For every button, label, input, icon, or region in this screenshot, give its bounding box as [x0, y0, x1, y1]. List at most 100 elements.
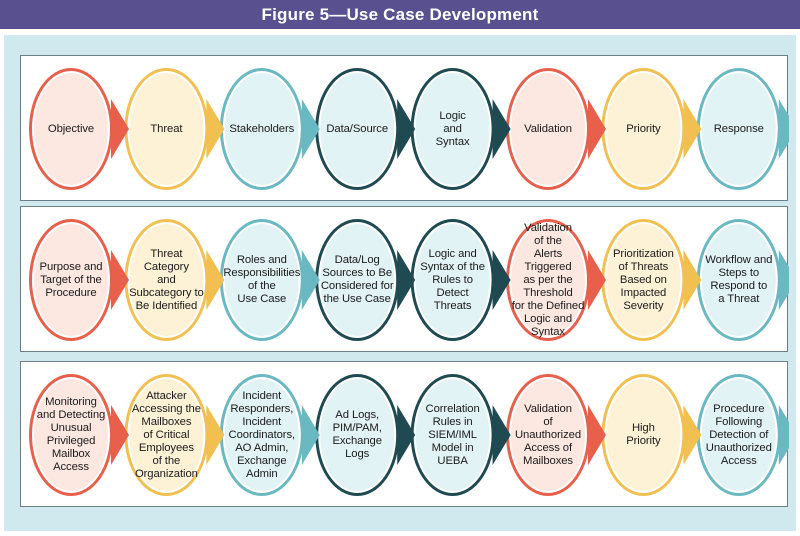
- stage-oval-fill: [415, 73, 490, 185]
- stage-oval-fill: [34, 379, 108, 491]
- stage-shape-8: [696, 219, 789, 341]
- chevron-arrow-icon: [588, 405, 606, 465]
- stage-label-5: Correlation Rules in SIEM/IML Model in UEBA: [425, 402, 480, 467]
- stage-shape-7: [601, 68, 702, 190]
- stage-label-5: Logic and Syntax: [435, 109, 470, 148]
- stage-shape-6: [506, 374, 606, 496]
- stage-oval-fill: [415, 224, 490, 336]
- stage-oval-fill: [224, 224, 299, 336]
- chevron-arrow-icon: [397, 99, 416, 159]
- chevron-arrow-icon: [588, 250, 606, 310]
- stage-label-2: Threat Category and Subcategory to Be Identi…: [129, 247, 204, 312]
- stage-oval-fill: [415, 379, 490, 491]
- stage-shape-7: [601, 219, 702, 341]
- chevron-arrow-icon: [683, 99, 702, 159]
- stage-oval-fill: [224, 379, 299, 491]
- chevron-arrow-icon: [111, 250, 129, 310]
- stage-label-3: Incident Responders, Incident Coordinators,…: [228, 389, 296, 480]
- stage-label-8: Procedure Following Detection of Unauthoriz…: [705, 402, 772, 467]
- stage-label-7: Priority: [626, 122, 661, 135]
- stage-label-1: Purpose and Target of the Procedure: [39, 260, 103, 299]
- row-example-mailbox: Monitoring and Detecting Unusual Privileged…: [20, 361, 789, 507]
- stage-oval-fill: [320, 379, 395, 491]
- stage-shape-6: [506, 219, 606, 341]
- chevron-arrow-icon: [301, 250, 320, 310]
- stage-label-4: Data/Log Sources to Be Considered for the U…: [320, 254, 394, 305]
- stage-label-6: Validation of the Alerts Triggered as per t…: [511, 221, 585, 338]
- stage-oval-fill: [34, 73, 108, 185]
- chevron-arrow-icon: [111, 405, 129, 465]
- chevron-arrow-icon: [492, 250, 511, 310]
- stage-shape-2: [124, 374, 225, 496]
- chevron-arrow-icon: [778, 250, 789, 310]
- chevron-arrow-icon: [111, 99, 129, 159]
- stage-shape-5: [410, 68, 511, 190]
- stage-oval-fill: [320, 224, 395, 336]
- stage-oval-fill: [320, 73, 395, 185]
- stage-shape-8: [696, 68, 789, 190]
- chevron-arrow-icon: [206, 250, 225, 310]
- stage-shape-1: [29, 68, 129, 190]
- chevron-arrow-icon: [206, 99, 225, 159]
- stage-oval-fill: [511, 379, 585, 491]
- stage-label-5: Logic and Syntax of the Rules to Detect Thre…: [420, 247, 485, 312]
- stage-oval-fill: [701, 224, 776, 336]
- stage-shape-5: [410, 374, 511, 496]
- stage-shape-2: [124, 219, 225, 341]
- stage-shape-3: [219, 219, 320, 341]
- stage-label-4: Ad Logs, PIM/PAM, Exchange Logs: [332, 409, 382, 460]
- stage-shape-3: [219, 374, 320, 496]
- stage-oval-fill: [701, 379, 776, 491]
- stage-oval-fill: [511, 73, 585, 185]
- chevron-arrow-icon: [301, 405, 320, 465]
- stage-shape-8: [696, 374, 789, 496]
- chevron-arrow-icon: [301, 99, 320, 159]
- stage-shape-4: [315, 219, 416, 341]
- stage-label-3: Roles and Responsibilities of the Use Case: [223, 254, 301, 305]
- stage-shape-1: [29, 374, 129, 496]
- stage-shape-4: [315, 374, 416, 496]
- stage-shape-7: [601, 374, 702, 496]
- diagram-panel: Objective Threat Stakeholders Data/Source Lo…: [4, 35, 796, 531]
- stage-label-3: Stakeholders: [229, 122, 295, 135]
- chevron-arrow-icon: [778, 99, 789, 159]
- chevron-arrow-icon: [588, 99, 606, 159]
- chevron-arrow-icon: [683, 405, 702, 465]
- stage-label-7: Prioritization of Threats Based on Impacted…: [613, 247, 674, 312]
- stage-shape-3: [219, 68, 320, 190]
- stage-oval-fill: [129, 379, 204, 491]
- stage-oval-fill: [129, 224, 204, 336]
- stage-oval-fill: [511, 224, 585, 336]
- chevron-arrow-icon: [397, 405, 416, 465]
- stage-label-7: High Priority: [626, 422, 661, 447]
- chevron-arrow-icon: [683, 250, 702, 310]
- row-1-shapes: [29, 219, 789, 341]
- row-stage-descriptions: Purpose and Target of the Procedure Threat C…: [20, 206, 789, 352]
- stage-label-1: Monitoring and Detecting Unusual Privileged…: [36, 396, 106, 473]
- stage-shape-1: [29, 219, 129, 341]
- stage-label-6: Validation: [524, 122, 572, 135]
- stage-label-1: Objective: [47, 122, 95, 135]
- chevron-arrow-icon: [778, 405, 789, 465]
- stage-label-8: Response: [713, 122, 764, 135]
- figure-title: Figure 5—Use Case Development: [0, 0, 800, 29]
- row-0-shapes: [29, 68, 789, 190]
- stage-shape-6: [506, 68, 606, 190]
- row-stage-names: Objective Threat Stakeholders Data/Source Lo…: [20, 55, 789, 201]
- stage-oval-fill: [606, 379, 681, 491]
- stage-oval-fill: [606, 224, 681, 336]
- row-2-shapes: [29, 374, 789, 496]
- stage-shape-5: [410, 219, 511, 341]
- stage-oval-fill: [701, 73, 776, 185]
- stage-label-2: Attacker Accessing the Mailboxes of Critica…: [131, 389, 201, 480]
- chevron-arrow-icon: [492, 99, 511, 159]
- stage-oval-fill: [34, 224, 108, 336]
- stage-oval-fill: [129, 73, 204, 185]
- chevron-arrow-icon: [397, 250, 416, 310]
- stage-label-6: Validation of Unauthorized Access of Mailbox…: [515, 402, 581, 467]
- stage-oval-fill: [224, 73, 299, 185]
- stage-shape-4: [315, 68, 416, 190]
- chevron-arrow-icon: [492, 405, 511, 465]
- stage-label-2: Threat: [150, 122, 183, 135]
- stage-label-8: Workflow and Steps to Respond to a Threat: [705, 254, 773, 305]
